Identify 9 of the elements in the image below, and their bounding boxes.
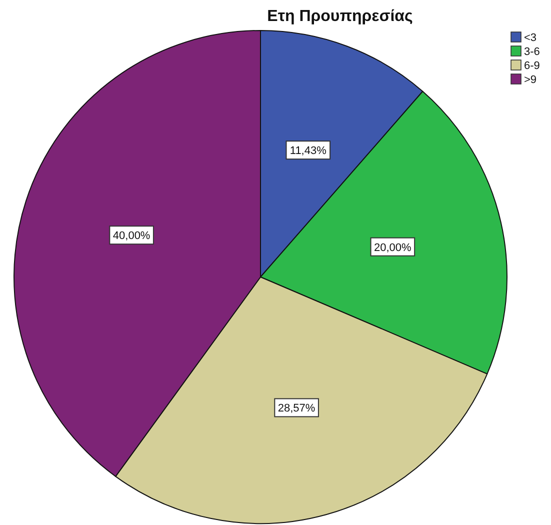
data-label: 11,43% — [290, 145, 327, 158]
chart-title: Ετη Προυπηρεσίας — [267, 8, 413, 25]
data-label: 20,00% — [374, 242, 412, 254]
data-label: 28,57% — [278, 402, 316, 415]
legend-label: <3 — [524, 32, 537, 44]
data-label: 40,00% — [112, 230, 150, 242]
legend-label: 3-6 — [524, 46, 540, 58]
legend-label: 6-9 — [524, 60, 540, 72]
legend-label: >9 — [524, 74, 537, 86]
